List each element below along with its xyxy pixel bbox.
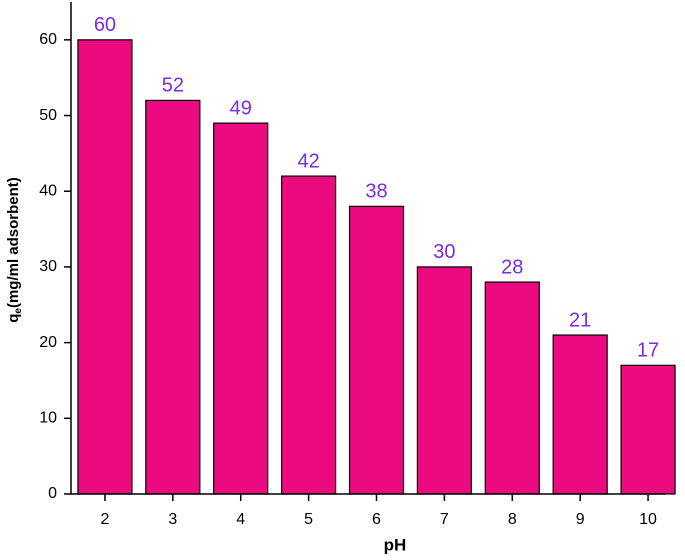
x-axis-label: pH xyxy=(384,535,407,554)
value-label: 21 xyxy=(569,309,591,331)
x-tick-label: 3 xyxy=(168,511,177,528)
x-tick-label: 8 xyxy=(508,511,517,528)
y-tick-label: 40 xyxy=(39,182,57,199)
y-tick-label: 30 xyxy=(39,258,57,275)
value-label: 30 xyxy=(433,241,455,263)
x-tick-label: 10 xyxy=(639,511,657,528)
value-label: 42 xyxy=(297,150,319,172)
bar xyxy=(416,266,472,495)
y-axis-label: qe(mg/ml adsorbent) xyxy=(5,177,24,323)
y-label-rest: (mg/ml adsorbent) xyxy=(5,177,22,308)
x-tick-label: 5 xyxy=(304,511,313,528)
value-label: 17 xyxy=(637,340,659,362)
x-tick-label: 9 xyxy=(576,511,585,528)
bar xyxy=(348,205,405,495)
y-tick-label: 60 xyxy=(39,31,57,48)
bar xyxy=(281,175,337,495)
value-label: 38 xyxy=(365,181,387,203)
bar xyxy=(552,334,608,495)
y-label-sub: e xyxy=(13,308,24,314)
value-label: 49 xyxy=(230,97,252,119)
x-tick-label: 4 xyxy=(236,511,245,528)
bar xyxy=(77,39,133,495)
bar xyxy=(484,281,540,495)
y-tick-label: 20 xyxy=(39,334,57,351)
y-tick-label: 0 xyxy=(48,485,57,502)
value-label: 60 xyxy=(94,14,116,36)
y-tick-label: 10 xyxy=(39,410,57,427)
value-label: 28 xyxy=(501,256,523,278)
x-tick-label: 2 xyxy=(100,511,109,528)
value-label: 52 xyxy=(162,75,184,97)
bar xyxy=(213,122,269,495)
x-tick-label: 6 xyxy=(372,511,381,528)
y-label-main: q xyxy=(5,314,22,323)
bar xyxy=(145,99,201,495)
y-tick-label: 50 xyxy=(39,107,57,124)
x-tick-label: 7 xyxy=(440,511,449,528)
bar xyxy=(620,364,676,495)
